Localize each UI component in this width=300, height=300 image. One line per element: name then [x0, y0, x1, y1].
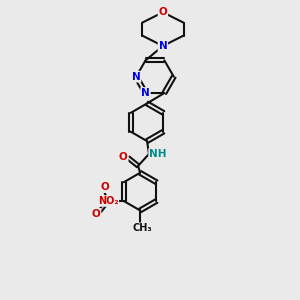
Text: N: N	[141, 88, 150, 98]
Text: O: O	[158, 7, 167, 17]
Text: N: N	[132, 72, 140, 82]
Text: O: O	[119, 152, 128, 162]
Text: N: N	[158, 41, 167, 51]
Text: NO₂: NO₂	[98, 196, 118, 206]
Text: CH₃: CH₃	[132, 223, 152, 233]
Text: O: O	[100, 182, 109, 192]
Text: NH: NH	[149, 149, 167, 159]
Text: O: O	[92, 209, 100, 219]
